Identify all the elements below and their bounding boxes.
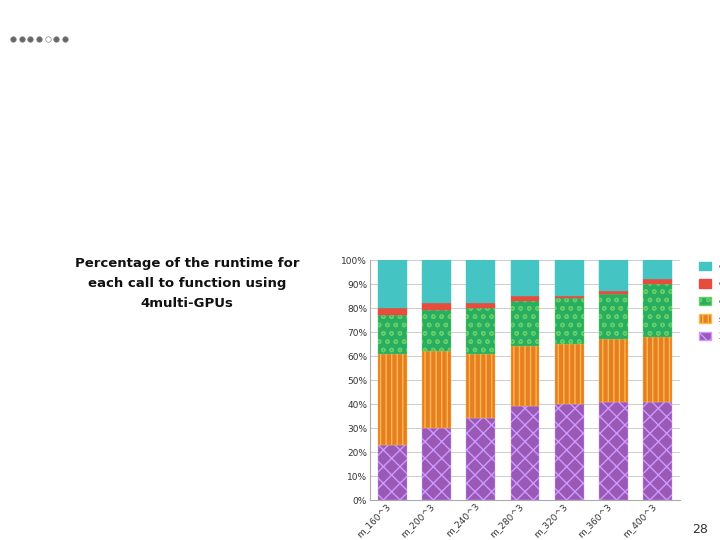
Bar bbox=[422, 428, 451, 500]
Bar bbox=[378, 260, 407, 308]
Bar bbox=[599, 339, 628, 402]
Bar bbox=[555, 260, 584, 296]
Bar bbox=[510, 346, 539, 407]
Text: 28: 28 bbox=[692, 523, 708, 536]
Bar bbox=[467, 260, 495, 303]
Bar bbox=[644, 402, 672, 500]
Bar bbox=[644, 337, 672, 402]
Bar bbox=[555, 404, 584, 500]
Bar bbox=[378, 308, 407, 315]
Bar bbox=[378, 315, 407, 354]
Bar bbox=[510, 260, 539, 296]
Bar bbox=[378, 354, 407, 445]
Bar bbox=[467, 354, 495, 418]
Bar bbox=[644, 284, 672, 337]
Bar bbox=[644, 260, 672, 279]
Bar bbox=[599, 291, 628, 294]
Bar bbox=[599, 260, 628, 291]
Bar bbox=[510, 301, 539, 346]
Bar bbox=[510, 296, 539, 301]
Bar bbox=[422, 260, 451, 303]
Bar bbox=[599, 402, 628, 500]
Bar bbox=[644, 279, 672, 284]
Bar bbox=[510, 407, 539, 500]
Bar bbox=[599, 294, 628, 339]
Bar bbox=[378, 445, 407, 500]
Bar bbox=[422, 351, 451, 428]
Text: Performance Evaluation: Performance Evaluation bbox=[13, 8, 181, 21]
Bar bbox=[422, 303, 451, 310]
Bar bbox=[555, 299, 584, 344]
Bar bbox=[422, 310, 451, 351]
Bar bbox=[467, 418, 495, 500]
Bar bbox=[555, 296, 584, 299]
Bar bbox=[467, 303, 495, 308]
Text: Percentage of the runtime for
each call to function using
4multi-GPUs: Percentage of the runtime for each call … bbox=[75, 257, 300, 310]
Bar bbox=[467, 308, 495, 354]
Text: Results (II): Results (II) bbox=[13, 66, 98, 80]
Bar bbox=[555, 344, 584, 404]
Legend: communications, others, dots, saxpies, 2Ax: communications, others, dots, saxpies, 2… bbox=[697, 260, 720, 343]
